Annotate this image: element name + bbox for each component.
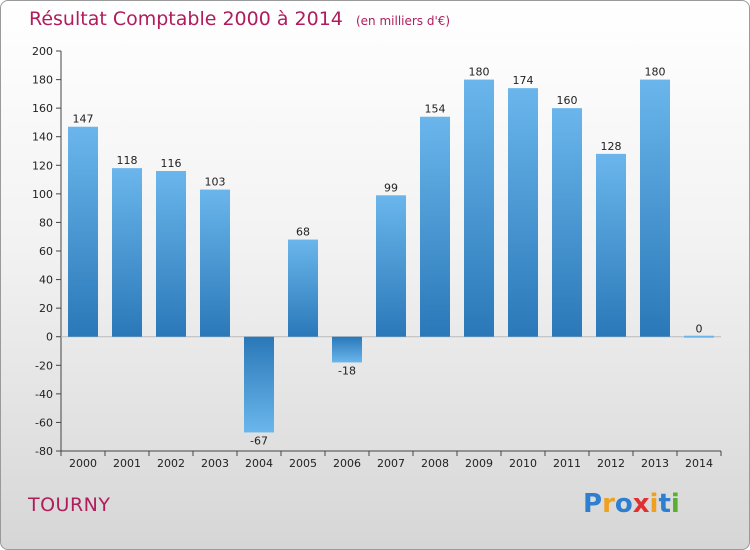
chart-title: Résultat Comptable 2000 à 2014	[29, 8, 343, 30]
x-tick-label: 2005	[289, 457, 317, 470]
x-tick-label: 2008	[421, 457, 449, 470]
y-tick-label: 100	[32, 188, 53, 201]
bar	[552, 108, 582, 337]
data-label: -18	[338, 364, 356, 377]
logo-letter: r	[602, 489, 615, 519]
data-label: 154	[425, 103, 446, 116]
y-tick-label: -20	[35, 359, 53, 372]
bar	[684, 335, 714, 338]
bar	[68, 126, 98, 337]
commune-name: TOURNY	[28, 494, 111, 516]
bar	[640, 79, 670, 337]
x-tick-label: 2004	[245, 457, 273, 470]
data-label: 68	[296, 226, 310, 239]
x-tick-label: 2003	[201, 457, 229, 470]
bar	[596, 153, 626, 337]
x-tick-label: 2007	[377, 457, 405, 470]
bar	[464, 79, 494, 337]
logo-letter: i	[649, 489, 659, 519]
y-tick-label: -40	[35, 388, 53, 401]
bar	[420, 116, 450, 337]
bar	[288, 239, 318, 337]
y-tick-label: -60	[35, 416, 53, 429]
y-tick-label: 200	[32, 45, 53, 58]
bar	[376, 195, 406, 337]
y-tick-label: 60	[39, 245, 53, 258]
x-tick-label: 2006	[333, 457, 361, 470]
chart-unit: (en milliers d'€)	[355, 14, 451, 28]
data-label: 99	[384, 181, 398, 194]
x-tick-label: 2013	[641, 457, 669, 470]
bar	[200, 189, 230, 337]
logo-letter: i	[670, 489, 680, 519]
y-tick-label: 180	[32, 74, 53, 87]
y-tick-label: 140	[32, 131, 53, 144]
x-tick-label: 2000	[69, 457, 97, 470]
x-tick-label: 2009	[465, 457, 493, 470]
data-label: 103	[205, 176, 226, 189]
x-tick-label: 2010	[509, 457, 537, 470]
bar	[508, 88, 538, 337]
y-tick-label: 40	[39, 274, 53, 287]
x-tick-label: 2012	[597, 457, 625, 470]
data-label: 180	[645, 66, 666, 79]
y-tick-label: 0	[46, 331, 53, 344]
logo-letter: t	[658, 489, 671, 519]
y-tick-label: -80	[35, 445, 53, 458]
data-label: 160	[557, 94, 578, 107]
title-row: Résultat Comptable 2000 à 2014 (en milli…	[29, 8, 450, 30]
proxiti-logo: Proxiti	[583, 489, 680, 519]
y-tick-label: 20	[39, 302, 53, 315]
data-label: 180	[469, 66, 490, 79]
data-label: 116	[161, 157, 182, 170]
bar	[332, 336, 362, 363]
logo-letter: o	[614, 489, 633, 519]
x-tick-label: 2011	[553, 457, 581, 470]
data-label: 118	[117, 154, 138, 167]
y-tick-label: 160	[32, 102, 53, 115]
x-tick-label: 2002	[157, 457, 185, 470]
logo-letter: x	[632, 489, 650, 519]
data-label: 174	[513, 74, 534, 87]
bar	[244, 336, 274, 433]
y-tick-label: 80	[39, 216, 53, 229]
logo-letter: P	[583, 489, 603, 519]
data-label: 147	[73, 113, 94, 126]
x-tick-label: 2014	[685, 457, 713, 470]
data-label: 0	[696, 323, 703, 336]
bar	[112, 168, 142, 337]
data-label: 128	[601, 140, 622, 153]
x-tick-label: 2001	[113, 457, 141, 470]
y-tick-label: 120	[32, 159, 53, 172]
bar	[156, 171, 186, 337]
data-label: -67	[250, 434, 268, 447]
